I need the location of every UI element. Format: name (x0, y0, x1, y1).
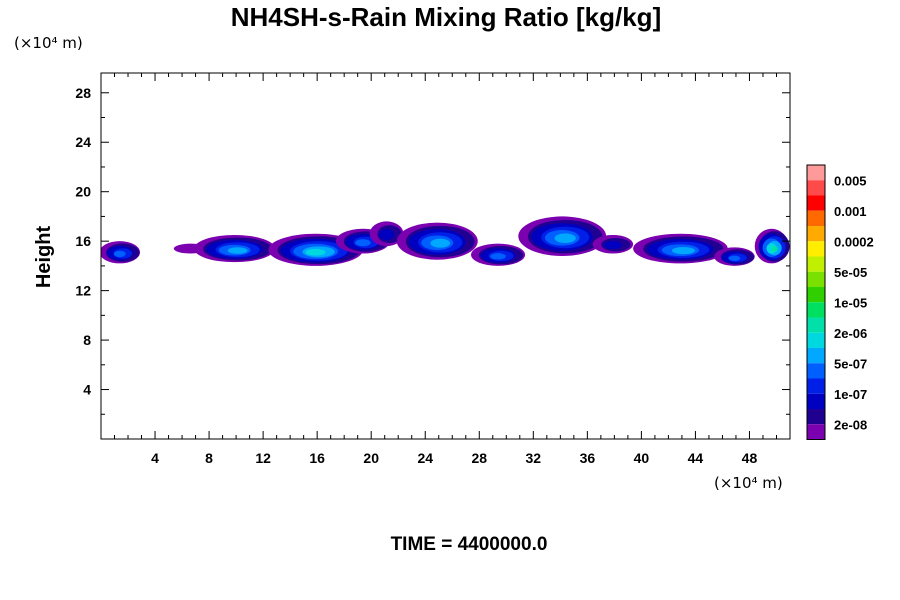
y-unit-label: (×10⁴ m) (14, 34, 83, 52)
colorbar-label: 2e-08 (834, 417, 867, 432)
cloud-contour (379, 229, 395, 241)
colorbar-label: 0.001 (834, 204, 867, 219)
colorbar-swatch (807, 302, 825, 318)
cloud-layer (101, 216, 790, 266)
colorbar-swatch (807, 409, 825, 425)
cloud-blob (101, 241, 141, 264)
cloud-contour (227, 247, 248, 254)
x-tick-label: 36 (580, 450, 596, 466)
colorbar-swatch (807, 271, 825, 287)
colorbar-swatch (807, 180, 825, 196)
cloud-contour (603, 240, 622, 250)
colorbar-label: 2e-06 (834, 326, 867, 341)
colorbar-frame (806, 164, 826, 440)
cloud-blob (369, 221, 404, 247)
cloud-contour (490, 253, 506, 260)
cloud-blob (592, 234, 634, 254)
chart-title: NH4SH-s-Rain Mixing Ratio [kg/kg] (231, 2, 661, 32)
x-tick-label: 4 (151, 450, 159, 466)
colorbar-swatch (807, 363, 825, 379)
x-tick-label: 32 (526, 450, 542, 466)
y-axis-label: Height (33, 226, 55, 289)
cloud-contour (771, 245, 778, 253)
plot-frame (100, 72, 791, 440)
x-tick-label: 24 (417, 450, 433, 466)
cloud-contour (430, 238, 451, 248)
x-tick-label: 44 (688, 450, 704, 466)
cloud-contour (728, 255, 741, 261)
cloud-blob (714, 247, 755, 266)
colorbar-label: 1e-05 (834, 295, 867, 310)
x-tick-label: 12 (255, 450, 271, 466)
colorbar-swatch (807, 378, 825, 394)
colorbar-swatch (807, 165, 825, 181)
y-tick-label: 16 (75, 233, 91, 249)
colorbar-swatch (807, 226, 825, 242)
x-tick-label: 8 (205, 450, 213, 466)
colorbar-swatch (807, 424, 825, 440)
x-tick-label: 28 (471, 450, 487, 466)
cloud-blob (471, 243, 526, 266)
x-tick-label: 40 (634, 450, 650, 466)
y-tick-label: 24 (75, 134, 91, 150)
cloud-contour (671, 246, 695, 255)
time-label: TIME = 4400000.0 (391, 534, 548, 555)
x-tick-label: 20 (363, 450, 379, 466)
cloud-blob (633, 233, 728, 264)
colorbar-swatch (807, 287, 825, 303)
colorbar-swatch (807, 393, 825, 409)
y-tick-label: 8 (83, 332, 91, 348)
cloud-contour (355, 239, 371, 247)
plot-area (100, 72, 791, 440)
y-axis: 4 8 12 16 20 24 28 (75, 85, 790, 415)
y-tick-label: 4 (83, 382, 91, 398)
colorbar: 0.005 0.001 0.0002 5e-05 1e-05 2e-06 5e-07 1e-0… (806, 164, 874, 440)
cloud-blob (518, 216, 607, 256)
colorbar-swatch (807, 348, 825, 364)
cloud-blob (194, 234, 276, 263)
colorbar-swatch (807, 317, 825, 333)
cloud-contour (554, 233, 576, 244)
cloud-contour (113, 250, 126, 258)
cloud-blob (396, 222, 478, 260)
colorbar-label: 0.0002 (834, 234, 874, 249)
colorbar-swatch (807, 210, 825, 226)
colorbar-label: 5e-07 (834, 356, 867, 371)
colorbar-label: 1e-07 (834, 387, 867, 402)
y-tick-label: 28 (75, 85, 91, 101)
colorbar-swatch (807, 241, 825, 257)
x-axis: 4 8 12 16 20 24 28 32 36 40 44 48 (114, 73, 777, 466)
cloud-blob (754, 228, 790, 264)
x-tick-label: 48 (742, 450, 758, 466)
x-unit-label: (×10⁴ m) (714, 474, 783, 492)
y-tick-label: 20 (75, 184, 91, 200)
colorbar-swatch (807, 195, 825, 211)
x-tick-label: 16 (309, 450, 325, 466)
colorbar-swatch (807, 256, 825, 272)
cloud-contour (305, 248, 326, 256)
colorbar-label: 0.005 (834, 173, 867, 188)
colorbar-swatch (807, 332, 825, 348)
y-tick-label: 12 (75, 283, 91, 299)
colorbar-label: 5e-05 (834, 265, 867, 280)
